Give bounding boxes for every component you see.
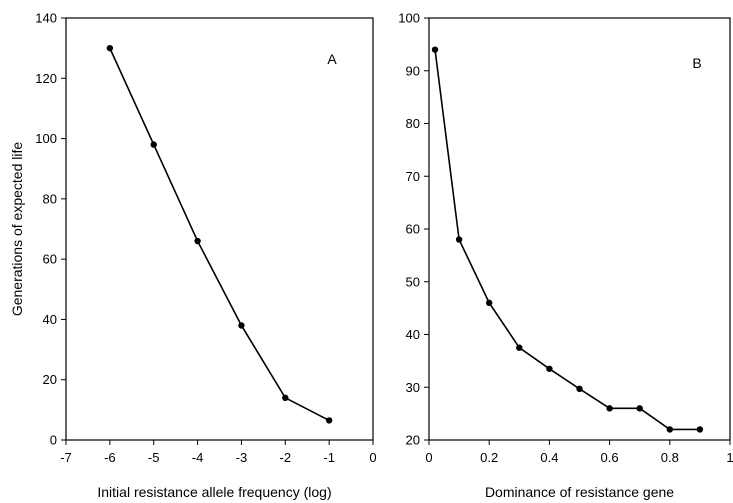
panel-b-y-tick-label: 70: [406, 169, 420, 184]
panel-b-data-point: [636, 405, 643, 412]
panel-a-data-point: [106, 44, 114, 52]
panel-a-x-tick-label: -2: [280, 450, 292, 465]
panel-b-data-point: [666, 426, 673, 433]
panel-a-y-tick-label: 120: [35, 71, 57, 86]
y-axis-title: Generations of expected life: [9, 142, 25, 317]
panel-a-y-tick-label: 60: [43, 252, 57, 267]
panel-b-data-point: [455, 236, 463, 243]
panel-b-data-point: [606, 405, 613, 412]
panel-a-data-point: [194, 237, 201, 245]
panel-b-x-tick-label: 0: [425, 450, 432, 465]
panel-b-x-tick-label: 0.2: [480, 450, 498, 465]
panel-b-y-tick-label: 50: [406, 274, 420, 289]
panel-b-y-tick-label: 80: [406, 116, 420, 131]
panel-a-y-tick-label: 100: [35, 131, 57, 146]
panel-a-x-tick-label: -4: [192, 450, 204, 465]
panel-a-data-point: [238, 322, 245, 329]
panel-b-y-tick-label: 60: [406, 222, 420, 237]
panel-b-x-tick-label: 0.4: [540, 450, 558, 465]
panel-a-x-tick-label: -6: [104, 450, 116, 465]
panel-b-label: B: [692, 55, 701, 71]
panel-b-y-tick-label: 40: [406, 327, 420, 342]
panel-a-x-tick-label: -5: [148, 450, 160, 465]
panel-b-plot-frame: [428, 17, 731, 441]
panel-b-data-point: [576, 385, 583, 393]
panel-b-x-axis-title: Dominance of resistance gene: [485, 484, 674, 500]
panel-b-y-tick-label: 30: [406, 380, 420, 395]
panel-a-x-tick-label: 0: [369, 450, 376, 465]
panel-b-x-tick-label: 0.8: [661, 450, 679, 465]
panel-a-label: A: [327, 51, 337, 67]
panel-a-series-line: [109, 47, 330, 422]
panel-a-x-tick-label: -3: [236, 450, 248, 465]
panel-a-y-tick-label: 80: [43, 191, 57, 206]
panel-a-x-tick-label: -1: [323, 450, 335, 465]
panel-a-data-point: [325, 417, 333, 424]
panel-b-x-tick-label: 0.6: [601, 450, 619, 465]
panel-b-data-point: [696, 426, 704, 433]
panel-b-data-point: [486, 299, 493, 307]
panel-b-data-point: [516, 344, 523, 351]
panel-b-y-tick-label: 90: [406, 63, 420, 78]
panel-b-y-tick-label: 100: [398, 11, 420, 26]
panel-a-x-tick-label: -7: [60, 450, 72, 465]
panel-b-data-point: [431, 46, 439, 53]
panel-b-series-line: [434, 49, 700, 431]
panel-a-data-point: [150, 141, 157, 148]
panel-a-y-tick-label: 140: [35, 11, 57, 26]
panel-b-x-tick-label: 1: [726, 450, 733, 465]
panel-b-data-point: [546, 365, 553, 372]
panel-a-x-axis-title: Initial resistance allele frequency (log…: [97, 484, 331, 500]
panel-a-plot-frame: [65, 17, 374, 441]
panel-a-y-tick-label: 20: [43, 372, 57, 387]
panel-a-data-point: [282, 394, 289, 401]
panel-b-y-tick-label: 20: [406, 433, 420, 448]
panel-a-y-tick-label: 0: [50, 433, 57, 448]
panel-a-y-tick-label: 40: [43, 312, 57, 327]
